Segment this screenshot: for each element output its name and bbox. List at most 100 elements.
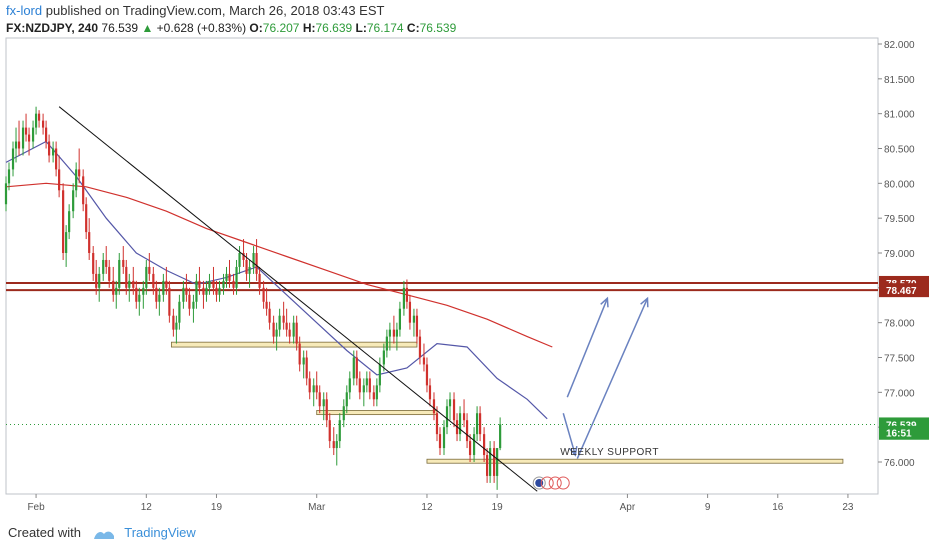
candle-body [14, 141, 18, 149]
candle-body [472, 434, 476, 456]
candle-body [142, 287, 145, 295]
candle-body [478, 413, 482, 435]
candle [108, 259, 111, 288]
candle [322, 392, 325, 421]
candle-body [182, 287, 185, 302]
candle-body [462, 413, 466, 421]
open-label: O: [249, 21, 263, 35]
candle-body [375, 385, 378, 400]
candle [95, 259, 98, 295]
candle-body [128, 280, 131, 288]
candle [382, 343, 385, 372]
candle [102, 253, 105, 281]
up-triangle-icon: ▲ [141, 21, 154, 35]
candle [92, 246, 95, 281]
candle-body [34, 113, 38, 128]
candle [365, 371, 368, 393]
candle-body [108, 266, 111, 281]
candle [222, 273, 225, 295]
candle-body [75, 169, 78, 191]
candle [145, 259, 148, 295]
candle [47, 134, 51, 163]
candle-body [44, 127, 48, 142]
candle-body [238, 253, 241, 267]
candle-body [228, 273, 231, 281]
candle-body [168, 287, 171, 316]
candle-body [482, 434, 486, 456]
candle [155, 280, 158, 309]
candle [58, 155, 61, 198]
candle [75, 162, 78, 198]
candle-body [88, 232, 91, 253]
candle [465, 413, 469, 449]
candle [438, 427, 442, 456]
candle-body [24, 127, 28, 135]
candle-body [288, 329, 291, 337]
candle [235, 259, 238, 295]
candle-body [185, 287, 188, 295]
candle [342, 399, 345, 428]
candle-body [315, 385, 318, 393]
candle [328, 413, 331, 449]
candle [218, 280, 221, 302]
candle [115, 280, 118, 309]
event-marker-icon [556, 476, 570, 490]
projection-arrow-head [640, 296, 649, 308]
candle-body [322, 399, 325, 407]
candle-body [37, 113, 41, 121]
y-tick-label: 80.000 [884, 179, 915, 190]
candle [442, 420, 446, 456]
candle-body [445, 406, 449, 428]
author-link[interactable]: fx-lord [6, 3, 43, 18]
candle [202, 280, 205, 309]
candle-body [335, 441, 338, 449]
candle [122, 246, 125, 274]
candle [265, 287, 268, 316]
high-label: H: [302, 21, 316, 35]
candle [255, 239, 258, 281]
candle [78, 148, 81, 184]
candle-body [41, 120, 45, 128]
candle-body [408, 301, 412, 323]
y-tick-label: 82.000 [884, 40, 915, 51]
low-label: L: [355, 21, 367, 35]
candle-body [489, 448, 492, 476]
candle [295, 315, 298, 351]
candle-body [278, 315, 281, 330]
candle [432, 392, 436, 421]
price-axis-badge-text: 78.467 [886, 286, 917, 297]
quote-line: FX:NZDJPY, 240 76.539 ▲ +0.628 (+0.83%) … [6, 21, 456, 35]
x-tick-label: 12 [141, 502, 153, 513]
tradingview-link[interactable]: TradingView [124, 525, 196, 540]
candle [215, 280, 218, 302]
candle-body [148, 266, 151, 274]
trendline [58, 106, 538, 492]
candle [362, 378, 365, 407]
candle [415, 308, 419, 344]
candle [212, 266, 215, 295]
candle-body [208, 280, 211, 288]
support-zone [316, 410, 438, 416]
candle [486, 448, 489, 483]
slow-moving-average-line [5, 182, 553, 348]
candle [278, 308, 281, 337]
candle-body [325, 399, 328, 421]
candle [348, 371, 351, 400]
candle-body [235, 266, 238, 288]
candle-body [78, 169, 81, 177]
candle-body [135, 287, 138, 302]
candle-body [195, 280, 198, 302]
x-tick-label: 19 [492, 502, 504, 513]
candle-body [112, 280, 115, 295]
candle-body [275, 329, 278, 337]
candle [408, 294, 412, 330]
publish-line: fx-lord published on TradingView.com, Ma… [6, 3, 384, 18]
candle-body [295, 322, 298, 344]
candle [82, 169, 85, 212]
candle [27, 127, 31, 156]
candle-body [212, 280, 215, 288]
candle-body [102, 259, 105, 274]
candle-body [122, 259, 125, 267]
candle [445, 399, 449, 435]
